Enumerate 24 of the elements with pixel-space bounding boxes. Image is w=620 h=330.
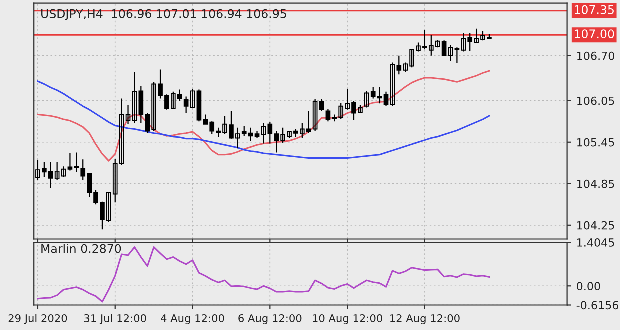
candlestick bbox=[384, 91, 389, 107]
ref-line-label: 107.00 bbox=[574, 30, 614, 39]
candlestick bbox=[448, 44, 454, 62]
x-tick-label: 31 Jul 12:00 bbox=[84, 314, 146, 324]
y-tick-label: 104.85 bbox=[578, 180, 614, 188]
y-tick-label: 1.4045 bbox=[578, 238, 614, 247]
y-tick-label: 106.05 bbox=[578, 96, 614, 106]
y-tick-label: 104.25 bbox=[578, 221, 614, 230]
y-tick-label: 106.70 bbox=[578, 52, 614, 60]
x-tick-label: 4 Aug 12:00 bbox=[161, 314, 224, 324]
candlestick bbox=[126, 104, 131, 125]
candlestick bbox=[61, 166, 66, 178]
ref-line-label: 107.35 bbox=[574, 5, 614, 14]
x-tick-label: 6 Aug 12:00 bbox=[238, 314, 302, 324]
y-tick-label: 105.45 bbox=[578, 138, 614, 147]
chart-title: Marlin 0.2870 bbox=[42, 244, 122, 254]
candlestick bbox=[319, 98, 324, 112]
chart-title: USDJPY,H4 106.96 107.01 106.94 106.95 bbox=[42, 9, 286, 21]
x-tick-label: 12 Aug 12:00 bbox=[390, 314, 460, 324]
candlestick bbox=[190, 88, 196, 110]
x-tick-label: 29 Jul 2020 bbox=[8, 314, 68, 324]
y-tick-label: -0.6156 bbox=[576, 301, 619, 310]
x-tick-label: 10 Aug 12:00 bbox=[313, 314, 382, 324]
y-tick-label: 0.00 bbox=[577, 282, 600, 291]
